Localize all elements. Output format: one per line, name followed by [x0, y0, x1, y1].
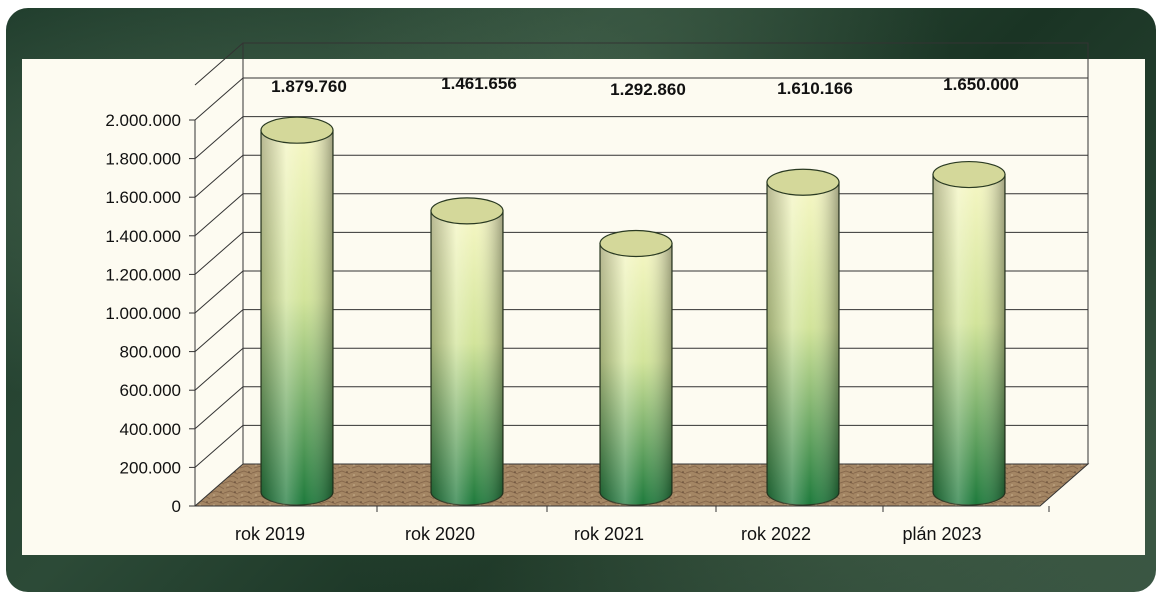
x-tick-label: plán 2023: [902, 524, 981, 544]
bar-top: [766, 168, 840, 196]
bar: [766, 168, 840, 506]
bar: [599, 229, 673, 506]
bar-top: [932, 160, 1006, 189]
bar-value-label: 1.461.656: [441, 74, 517, 93]
bar: [260, 116, 334, 506]
y-tick-label: 1.400.000: [105, 227, 181, 246]
gridline-side: [194, 77, 244, 121]
bar-value-label: 1.610.166: [777, 79, 853, 98]
y-tick-label: 0: [172, 497, 181, 516]
bar-top: [430, 197, 504, 225]
y-tick-label: 1.000.000: [105, 304, 181, 323]
x-tick-label: rok 2021: [574, 524, 644, 544]
bar-shading: [933, 174, 1005, 506]
y-tick-label: 1.200.000: [105, 265, 181, 284]
bar-top: [260, 116, 334, 144]
y-tick-label: 1.800.000: [105, 150, 181, 169]
gridline-side: [194, 270, 244, 314]
y-tick-label: 200.000: [120, 458, 181, 477]
bar-shading: [431, 210, 503, 505]
y-tick-label: 800.000: [120, 343, 181, 362]
bar-shading: [261, 130, 333, 506]
bar: [932, 160, 1006, 506]
y-tick-label: 1.600.000: [105, 188, 181, 207]
gridline-side: [194, 347, 244, 391]
bar-value-label: 1.292.860: [610, 80, 686, 99]
gridline-side: [194, 309, 244, 352]
gridline-side: [194, 154, 244, 198]
bar-value-label: 1.879.760: [271, 77, 347, 96]
y-tick-label: 400.000: [120, 420, 181, 439]
gridline-side: [194, 425, 244, 468]
gridline-side: [194, 193, 244, 237]
gridline-side: [194, 386, 244, 430]
y-tick-label: 2.000.000: [105, 111, 181, 130]
x-tick-label: rok 2019: [235, 524, 305, 544]
gridline-side: [194, 116, 244, 159]
bar-shading: [767, 182, 839, 505]
y-tick-label: 600.000: [120, 381, 181, 400]
gridline-side: [194, 232, 244, 275]
x-tick-label: rok 2022: [741, 524, 811, 544]
bar: [430, 197, 504, 506]
bar-value-label: 1.650.000: [943, 75, 1019, 94]
x-tick-label: rok 2020: [405, 524, 475, 544]
bar-top: [599, 229, 673, 258]
side-wall-top: [194, 42, 244, 86]
bar-shading: [600, 243, 672, 505]
